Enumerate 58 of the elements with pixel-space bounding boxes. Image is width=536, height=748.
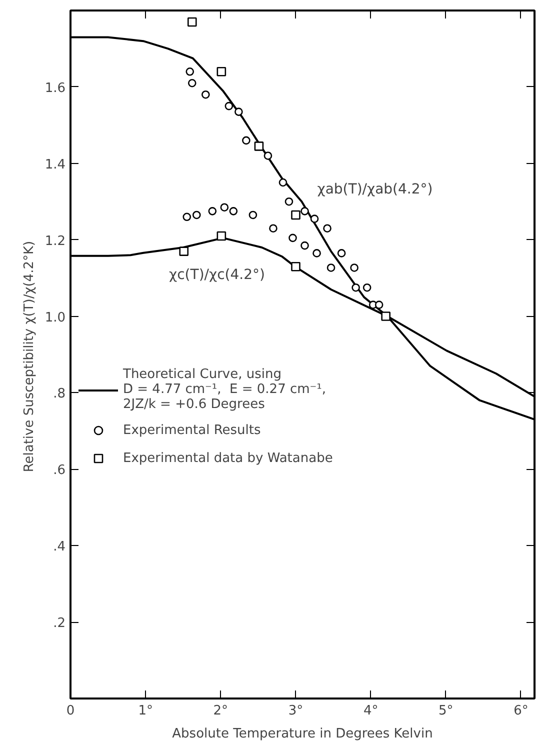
x-tick-label: 6° <box>514 704 528 718</box>
point <box>248 210 258 220</box>
annotation: χc(T)/χc(4.2°) <box>169 267 265 284</box>
point <box>284 197 294 206</box>
point <box>362 283 372 292</box>
x-tick-label: 1° <box>138 704 153 718</box>
point <box>291 262 300 272</box>
point <box>312 249 321 258</box>
point <box>323 224 332 233</box>
y-tick-label: 1.2 <box>44 234 66 249</box>
x-tick-label: 5° <box>438 704 454 718</box>
point <box>288 234 297 242</box>
y-tick-label: .6 <box>53 463 66 478</box>
point <box>291 210 300 220</box>
point <box>188 78 196 88</box>
point <box>234 108 243 116</box>
point <box>216 67 226 76</box>
y-axis-title: Relative Susceptibility χ(T)/χ(4.2°K) <box>22 240 37 472</box>
annotation: χab(T)/χab(4.2°) <box>317 181 433 198</box>
x-tick-label: 3° <box>288 704 304 718</box>
point <box>192 210 201 220</box>
point <box>337 249 346 258</box>
point <box>278 178 288 187</box>
legend-label: Theoretical Curve, using D = 4.77 cm⁻¹, E = 0.27 cm⁻¹, 2JZ/k = +0.6 Degrees <box>123 367 326 412</box>
y-tick-label: .2 <box>53 616 66 632</box>
point <box>187 17 197 27</box>
y-tick-label: 1.0 <box>44 310 66 326</box>
point <box>381 312 390 321</box>
point <box>310 214 319 223</box>
point <box>264 152 272 160</box>
point <box>179 246 189 256</box>
legend-label: Experimental data by Watanabe <box>123 450 333 466</box>
point <box>374 300 384 309</box>
point <box>300 207 309 216</box>
point <box>201 90 210 99</box>
point <box>326 264 336 272</box>
y-tick-label: .4 <box>53 540 66 555</box>
point <box>229 207 238 216</box>
point <box>350 264 358 272</box>
x-tick-label: 0 <box>66 704 75 718</box>
point <box>208 207 217 216</box>
legend-label: Experimental Results <box>123 422 261 438</box>
point <box>186 68 194 76</box>
point <box>254 142 264 151</box>
point <box>300 241 309 250</box>
x-tick-label: 2° <box>213 704 228 718</box>
point <box>269 224 278 233</box>
point <box>352 283 360 292</box>
point <box>220 203 229 212</box>
point <box>182 212 192 222</box>
point <box>242 136 250 145</box>
y-tick-label: 1.6 <box>44 80 66 96</box>
y-tick-label: .8 <box>53 386 66 402</box>
x-tick-label: 4° <box>363 704 378 718</box>
x-axis-title: Absolute Temperature in Degrees Kelvin <box>172 726 433 742</box>
point <box>216 231 226 241</box>
point <box>224 102 234 110</box>
y-tick-label: 1.4 <box>44 157 66 172</box>
